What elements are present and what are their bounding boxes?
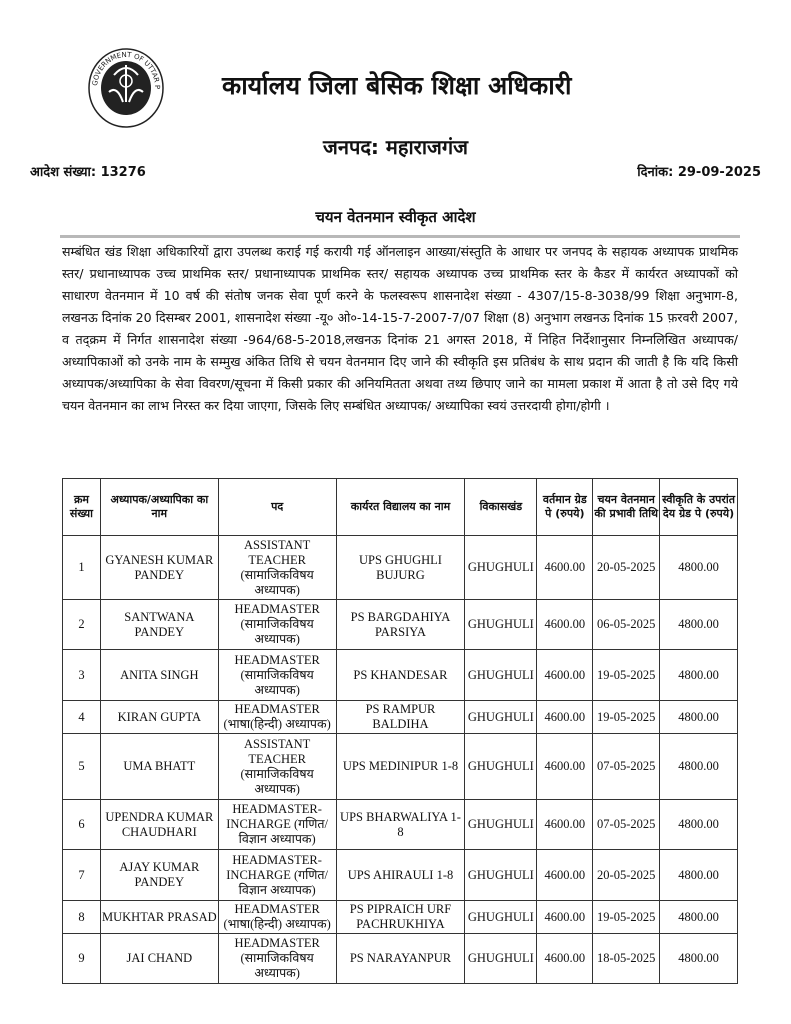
table-row: 3 ANITA SINGH HEADMASTER (सामाजिकविषय अध्य… [62, 649, 738, 701]
cell-post: HEADMASTER (भाषा(हिन्दी) अध्यापक) [217, 900, 337, 934]
table-header-row: क्रम संख्या अध्यापक/अध्यापिका का नाम पद कार… [62, 478, 738, 536]
column-header-current-grade-pay: वर्तमान ग्रेड पे (रुपये) [536, 478, 594, 536]
cell-post: ASSISTANT TEACHER (सामाजिकविषय अध्यापक) [217, 535, 337, 600]
cell-serial: 6 [62, 799, 101, 850]
cell-current-grade-pay: 4600.00 [536, 900, 594, 934]
cell-teacher-name: UMA BHATT [99, 733, 219, 800]
table-row: 8 MUKHTAR PRASAD HEADMASTER (भाषा(हिन्दी) … [62, 900, 738, 934]
divider [60, 235, 740, 238]
cell-current-grade-pay: 4600.00 [536, 933, 594, 984]
cell-serial: 8 [62, 900, 101, 934]
column-header-teacher-name: अध्यापक/अध्यापिका का नाम [99, 478, 219, 536]
cell-effective-date: 06-05-2025 [592, 599, 661, 650]
cell-current-grade-pay: 4600.00 [536, 599, 594, 650]
order-subject: चयन वेतनमान स्वीकृत आदेश [315, 208, 476, 226]
cell-school-name: UPS BHARWALIYA 1-8 [335, 799, 466, 850]
cell-approved-grade-pay: 4800.00 [659, 700, 738, 734]
cell-block: GHUGHULI [464, 649, 538, 701]
cell-school-name: PS BARGDAHIYA PARSIYA [335, 599, 466, 650]
cell-teacher-name: GYANESH KUMAR PANDEY [99, 535, 219, 600]
cell-current-grade-pay: 4600.00 [536, 649, 594, 701]
column-header-effective-date: चयन वेतनमान की प्रभावी तिथि [592, 478, 661, 536]
cell-approved-grade-pay: 4800.00 [659, 933, 738, 984]
cell-school-name: PS NARAYANPUR [335, 933, 466, 984]
column-header-post: पद [217, 478, 337, 536]
cell-serial: 7 [62, 849, 101, 901]
cell-teacher-name: ANITA SINGH [99, 649, 219, 701]
column-header-block: विकासखंड [464, 478, 538, 536]
cell-effective-date: 19-05-2025 [592, 649, 661, 701]
cell-approved-grade-pay: 4800.00 [659, 599, 738, 650]
cell-post: HEADMASTER-INCHARGE (गणित/ विज्ञान अध्या… [217, 799, 337, 850]
cell-school-name: PS PIPRAICH URF PACHRUKHIYA [335, 900, 466, 934]
column-header-approved-grade-pay: स्वीकृति के उपरांत देय ग्रेड पे (रुपये) [659, 478, 738, 536]
cell-teacher-name: JAI CHAND [99, 933, 219, 984]
table-row: 2 SANTWANA PANDEY HEADMASTER (सामाजिकविषय … [62, 599, 738, 650]
cell-teacher-name: KIRAN GUPTA [99, 700, 219, 734]
cell-effective-date: 07-05-2025 [592, 799, 661, 850]
cell-serial: 5 [62, 733, 101, 800]
cell-current-grade-pay: 4600.00 [536, 733, 594, 800]
cell-school-name: UPS MEDINIPUR 1-8 [335, 733, 466, 800]
cell-serial: 9 [62, 933, 101, 984]
cell-post: HEADMASTER (भाषा(हिन्दी) अध्यापक) [217, 700, 337, 734]
order-body-paragraph: सम्बंधित खंड शिक्षा अधिकारियों द्वारा उप… [62, 244, 738, 413]
cell-teacher-name: AJAY KUMAR PANDEY [99, 849, 219, 901]
cell-serial: 3 [62, 649, 101, 701]
cell-block: GHUGHULI [464, 933, 538, 984]
office-title-text: कार्यालय जिला बेसिक शिक्षा अधिकारी [222, 71, 572, 100]
cell-effective-date: 20-05-2025 [592, 849, 661, 901]
cell-current-grade-pay: 4600.00 [536, 535, 594, 600]
up-government-seal-logo: GOVERNMENT OF UTTAR PRADESH [87, 47, 164, 128]
cell-serial: 1 [62, 535, 101, 600]
cell-block: GHUGHULI [464, 799, 538, 850]
order-date: दिनांक: 29-09-2025 [637, 165, 761, 180]
table-row: 7 AJAY KUMAR PANDEY HEADMASTER-INCHARGE (ग… [62, 849, 738, 901]
table-row: 1 GYANESH KUMAR PANDEY ASSISTANT TEACHER (… [62, 535, 738, 600]
cell-block: GHUGHULI [464, 535, 538, 600]
cell-post: HEADMASTER (सामाजिकविषय अध्यापक) [217, 933, 337, 984]
cell-teacher-name: SANTWANA PANDEY [99, 599, 219, 650]
cell-block: GHUGHULI [464, 900, 538, 934]
cell-block: GHUGHULI [464, 849, 538, 901]
cell-block: GHUGHULI [464, 599, 538, 650]
cell-school-name: PS RAMPUR BALDIHA [335, 700, 466, 734]
cell-school-name: UPS AHIRAULI 1-8 [335, 849, 466, 901]
cell-current-grade-pay: 4600.00 [536, 700, 594, 734]
cell-post: HEADMASTER (सामाजिकविषय अध्यापक) [217, 599, 337, 650]
cell-serial: 4 [62, 700, 101, 734]
cell-teacher-name: MUKHTAR PRASAD [99, 900, 219, 934]
cell-post: HEADMASTER (सामाजिकविषय अध्यापक) [217, 649, 337, 701]
cell-effective-date: 07-05-2025 [592, 733, 661, 800]
table-row: 9 JAI CHAND HEADMASTER (सामाजिकविषय अध्याप… [62, 933, 738, 984]
order-number: आदेश संख्या: 13276 [30, 165, 146, 180]
cell-teacher-name: UPENDRA KUMAR CHAUDHARI [99, 799, 219, 850]
cell-approved-grade-pay: 4800.00 [659, 849, 738, 901]
column-header-serial: क्रम संख्या [62, 478, 101, 536]
cell-school-name: PS KHANDESAR [335, 649, 466, 701]
cell-effective-date: 19-05-2025 [592, 900, 661, 934]
table-row: 5 UMA BHATT ASSISTANT TEACHER (सामाजिकविषय… [62, 733, 738, 800]
table-row: 4 KIRAN GUPTA HEADMASTER (भाषा(हिन्दी) अध्… [62, 700, 738, 734]
teachers-table: क्रम संख्या अध्यापक/अध्यापिका का नाम पद कार… [62, 478, 738, 984]
cell-effective-date: 18-05-2025 [592, 933, 661, 984]
cell-approved-grade-pay: 4800.00 [659, 535, 738, 600]
cell-serial: 2 [62, 599, 101, 650]
cell-school-name: UPS GHUGHLI BUJURG [335, 535, 466, 600]
cell-block: GHUGHULI [464, 700, 538, 734]
cell-effective-date: 19-05-2025 [592, 700, 661, 734]
cell-effective-date: 20-05-2025 [592, 535, 661, 600]
cell-post: HEADMASTER-INCHARGE (गणित/ विज्ञान अध्या… [217, 849, 337, 901]
table-row: 6 UPENDRA KUMAR CHAUDHARI HEADMASTER-INCHA… [62, 799, 738, 850]
cell-approved-grade-pay: 4800.00 [659, 649, 738, 701]
cell-approved-grade-pay: 4800.00 [659, 900, 738, 934]
cell-block: GHUGHULI [464, 733, 538, 800]
column-header-school-name: कार्यरत विद्यालय का नाम [335, 478, 466, 536]
district-name: जनपद: महाराजगंज [323, 135, 468, 159]
cell-current-grade-pay: 4600.00 [536, 849, 594, 901]
cell-current-grade-pay: 4600.00 [536, 799, 594, 850]
cell-approved-grade-pay: 4800.00 [659, 733, 738, 800]
cell-approved-grade-pay: 4800.00 [659, 799, 738, 850]
cell-post: ASSISTANT TEACHER (सामाजिकविषय अध्यापक) [217, 733, 337, 800]
